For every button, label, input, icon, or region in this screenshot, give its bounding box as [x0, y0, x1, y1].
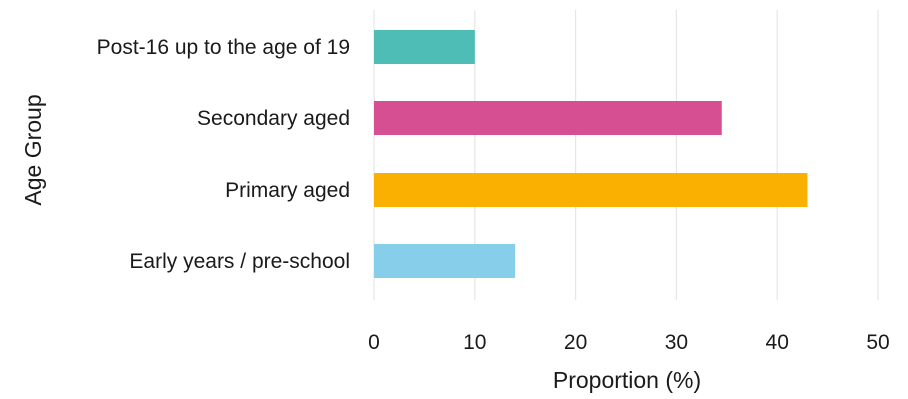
bars: [374, 30, 808, 278]
bar-4: [374, 244, 516, 278]
bar-3: [374, 173, 808, 207]
x-tick-label-40: 40: [766, 331, 789, 354]
x-tick-label-50: 50: [866, 331, 889, 354]
category-label-3: Primary aged: [225, 179, 350, 202]
x-tick-labels: 0 10 20 30 40 50: [368, 331, 890, 354]
category-label-1: Post-16 up to the age of 19: [97, 36, 350, 59]
x-axis-title: Proportion (%): [553, 367, 701, 393]
y-axis-title: Age Group: [20, 94, 46, 205]
bar-1: [374, 30, 475, 64]
category-labels: Post-16 up to the age of 19 Secondary age…: [97, 36, 350, 273]
category-label-2: Secondary aged: [197, 107, 350, 130]
x-tick-label-0: 0: [368, 331, 380, 354]
category-label-4: Early years / pre-school: [129, 250, 350, 273]
bar-2: [374, 101, 722, 135]
x-tick-label-10: 10: [463, 331, 486, 354]
x-tick-label-30: 30: [665, 331, 688, 354]
x-tick-label-20: 20: [564, 331, 587, 354]
